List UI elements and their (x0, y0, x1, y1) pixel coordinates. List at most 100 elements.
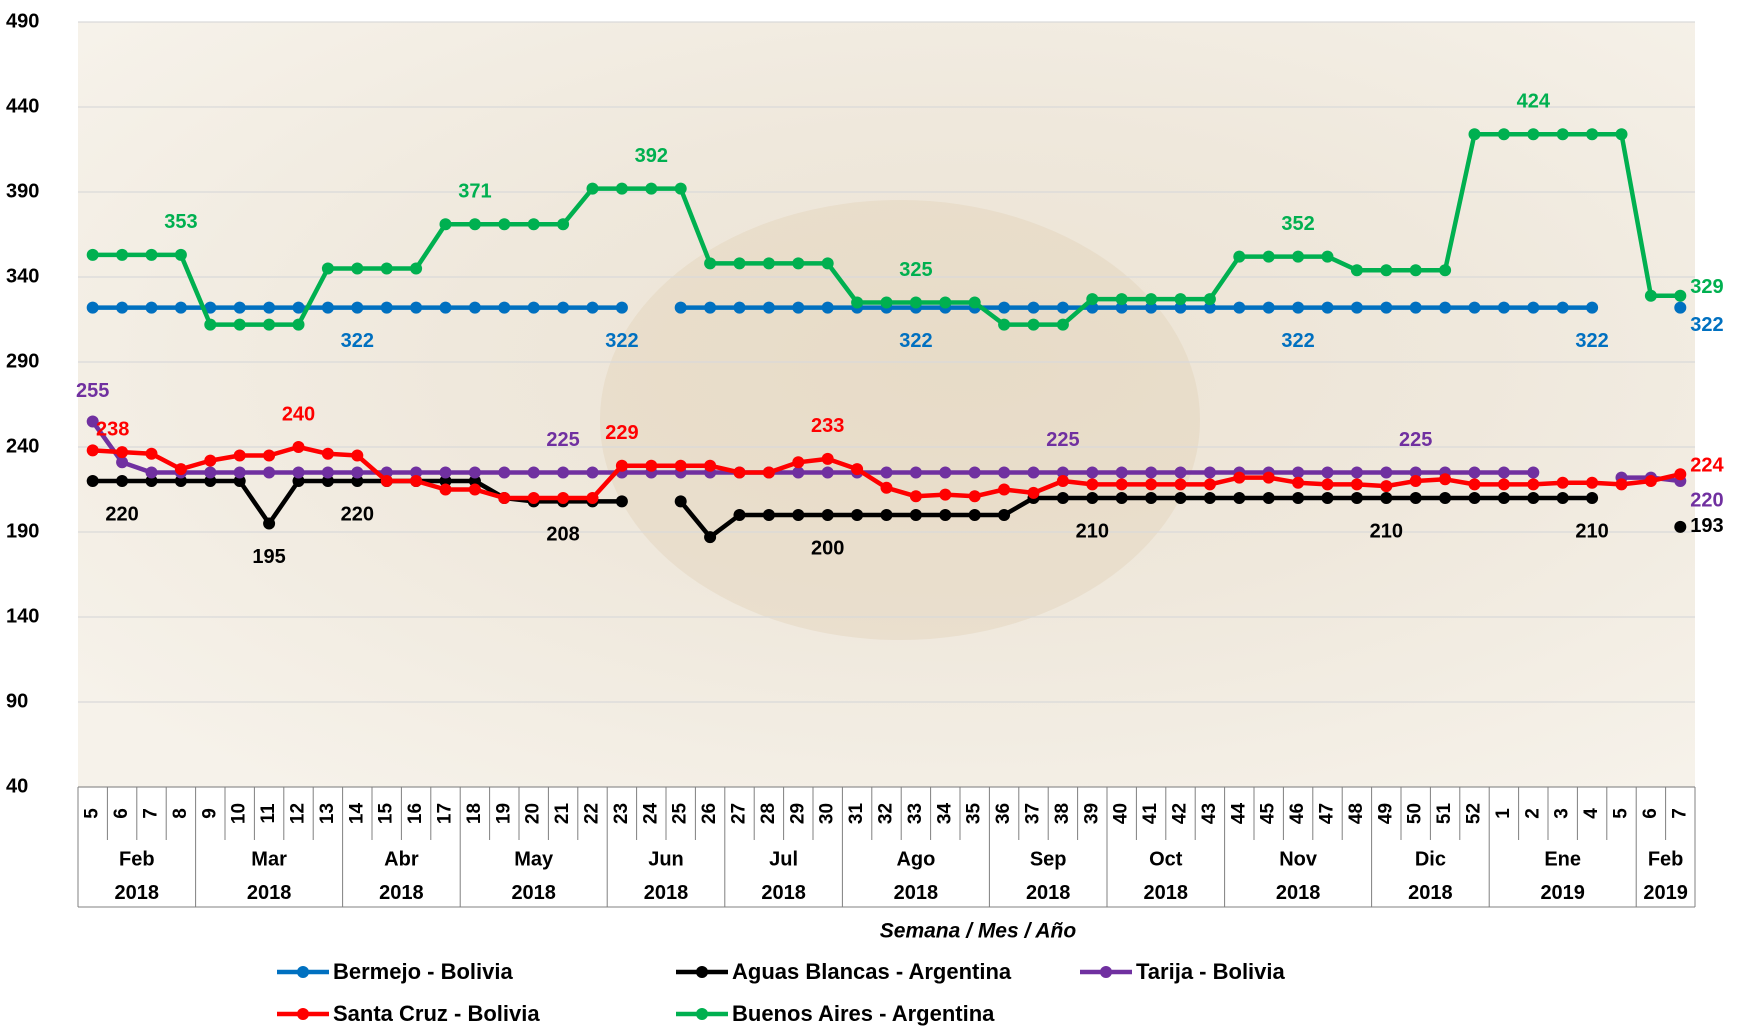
data-label: 220 (341, 503, 374, 525)
y-tick-label: 390 (6, 180, 39, 202)
month-label: Ago (896, 848, 935, 870)
x-tick-label: 36 (993, 803, 1014, 824)
data-point (909, 490, 922, 503)
data-point (263, 301, 276, 314)
x-tick-label: 3 (1552, 808, 1573, 819)
data-point (321, 466, 334, 479)
data-point (292, 301, 305, 314)
data-point (821, 301, 834, 314)
data-point (1674, 520, 1687, 533)
data-point (674, 301, 687, 314)
data-point (204, 454, 217, 467)
data-point (1115, 478, 1128, 491)
data-point (1027, 466, 1040, 479)
data-point (1292, 250, 1305, 263)
x-tick-label: 38 (1052, 803, 1073, 824)
legend-label: Santa Cruz - Bolivia (333, 1001, 540, 1026)
data-point (792, 466, 805, 479)
x-tick-label: 52 (1464, 803, 1485, 824)
legend-marker (1100, 966, 1112, 978)
data-point (410, 466, 423, 479)
data-point (1556, 476, 1569, 489)
data-point (410, 262, 423, 275)
data-point (909, 466, 922, 479)
month-label: Feb (1648, 848, 1684, 870)
data-point (1409, 264, 1422, 277)
data-label: 329 (1690, 276, 1723, 298)
x-tick-label: 25 (670, 803, 691, 825)
data-label: 220 (105, 503, 138, 525)
x-tick-label: 47 (1317, 803, 1338, 824)
x-tick-label: 26 (699, 803, 720, 824)
data-label: 193 (1690, 515, 1723, 537)
data-point (145, 447, 158, 460)
x-tick-label: 15 (376, 803, 397, 825)
data-point (1468, 492, 1481, 504)
data-point (968, 490, 981, 503)
data-point (1145, 466, 1158, 479)
x-tick-label: 43 (1199, 803, 1220, 824)
data-point (586, 182, 599, 195)
data-point (1233, 301, 1246, 314)
x-tick-label: 40 (1111, 803, 1132, 824)
data-point (145, 475, 158, 487)
x-tick-label: 10 (229, 803, 250, 824)
x-tick-label: 41 (1140, 803, 1161, 825)
data-point (1174, 478, 1187, 491)
data-point (1644, 289, 1657, 302)
data-point (86, 444, 99, 457)
x-tick-label: 45 (1258, 803, 1279, 825)
data-point (204, 475, 217, 487)
x-tick-label: 31 (846, 803, 867, 825)
data-point (939, 466, 952, 479)
x-tick-label: 12 (288, 803, 309, 824)
data-point (1674, 301, 1687, 314)
data-point (233, 449, 246, 462)
data-point (821, 466, 834, 479)
data-point (1350, 478, 1363, 491)
data-point (1321, 492, 1334, 504)
data-point (1233, 492, 1246, 504)
data-label: 371 (458, 181, 491, 203)
data-point (939, 296, 952, 309)
data-point (1497, 301, 1510, 314)
data-point (1233, 471, 1246, 484)
data-point (1468, 301, 1481, 314)
data-label: 225 (1399, 429, 1432, 451)
month-label: Jul (769, 848, 798, 870)
data-point (380, 301, 393, 314)
data-point (351, 449, 364, 462)
data-point (351, 475, 364, 487)
data-point (292, 475, 305, 487)
data-label: 238 (96, 419, 129, 441)
data-point (1145, 293, 1158, 306)
data-point (321, 301, 334, 314)
data-point (321, 475, 334, 487)
data-label: 195 (252, 546, 285, 568)
data-point (1586, 492, 1599, 504)
data-point (1556, 128, 1569, 141)
data-point (1556, 301, 1569, 314)
data-point (263, 517, 276, 530)
month-label: Abr (384, 848, 419, 870)
year-label: 2018 (1144, 882, 1189, 904)
x-tick-label: 28 (758, 803, 779, 824)
data-point (527, 301, 540, 314)
data-point (1439, 301, 1452, 314)
legend-marker (297, 966, 309, 978)
x-tick-label: 2 (1522, 808, 1543, 819)
x-tick-label: 23 (611, 803, 632, 824)
legend-marker (696, 966, 708, 978)
data-point (968, 509, 981, 521)
data-point (792, 509, 805, 521)
data-point (116, 301, 129, 314)
data-point (116, 475, 129, 487)
x-tick-label: 11 (258, 803, 279, 824)
data-point (615, 182, 628, 195)
data-point (1497, 128, 1510, 141)
year-label: 2018 (1276, 882, 1321, 904)
data-point (233, 301, 246, 314)
data-point (292, 441, 305, 453)
data-point (174, 301, 187, 314)
data-point (1203, 466, 1216, 479)
